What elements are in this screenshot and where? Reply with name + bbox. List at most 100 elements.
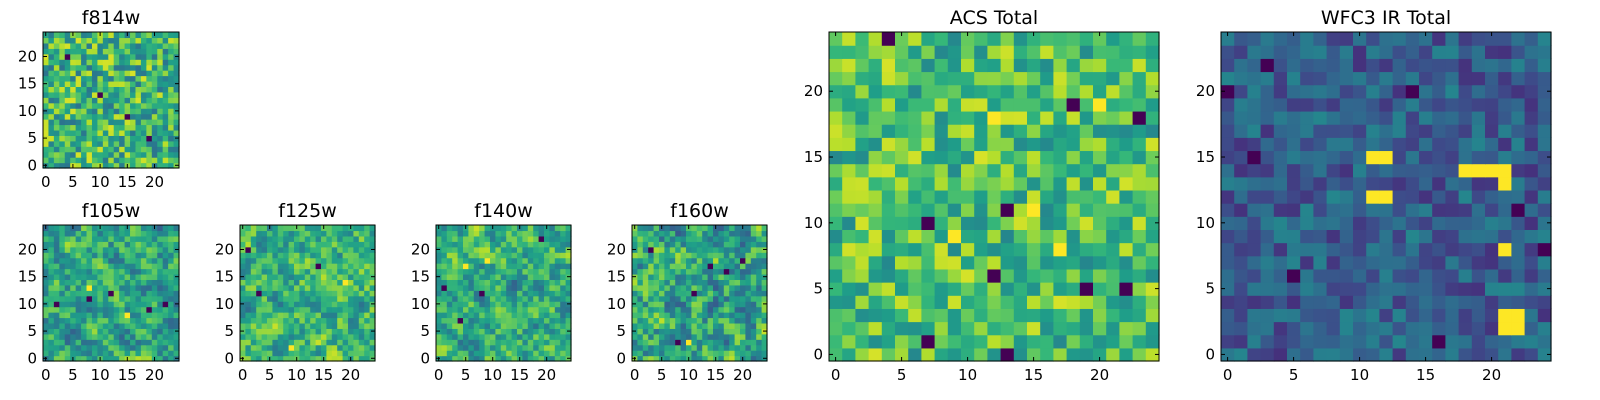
heatmap-cell [321,246,327,253]
heatmap-cell [560,350,567,357]
heatmap-cell [1379,347,1394,362]
heatmap-cell [146,146,153,153]
heatmap-cell [283,355,290,362]
heatmap-cell [522,322,529,329]
heatmap-cell [1300,124,1314,138]
heatmap-cell [283,333,290,340]
heatmap-cell [1013,321,1028,336]
heatmap-cell [495,306,502,313]
heatmap-cell [745,328,752,335]
heatmap-cell [533,344,540,351]
heatmap-cell [250,230,257,237]
heatmap-cell [506,317,513,324]
heatmap-cell [283,317,290,324]
heatmap-cell [102,32,109,39]
heatmap-cell [1132,242,1147,257]
x-tick-label: 5 [1289,366,1299,384]
heatmap-cell [452,350,459,357]
heatmap-cell [506,225,513,232]
heatmap-cell [64,350,71,357]
heatmap-cell [304,246,311,253]
heatmap-cell [119,273,126,280]
heatmap-cell [1537,229,1552,244]
heatmap-cell [560,273,567,280]
heatmap-cell [364,322,371,329]
heatmap-cell [506,241,513,248]
heatmap-cell [549,230,556,237]
heatmap-cell [740,312,746,319]
heatmap-cell [140,124,147,131]
heatmap-cell [162,257,169,264]
heatmap-cell [1498,150,1512,165]
heatmap-cell [1013,58,1028,73]
heatmap-cell [855,32,870,46]
heatmap-cell [1366,137,1380,152]
heatmap-cell [168,273,175,280]
heatmap-cell [250,290,257,297]
heatmap-cell [288,339,295,346]
heatmap-cell [538,279,545,286]
heatmap-cell [250,355,257,362]
heatmap-cell [707,301,714,308]
heatmap-cell [250,263,257,270]
heatmap-cell [331,317,338,324]
heatmap-cell [522,235,529,242]
heatmap-cell [756,339,763,346]
heatmap-cell [59,344,66,351]
heatmap-cell [315,284,322,291]
heatmap-cell [1405,189,1420,204]
heatmap-cell [436,350,442,357]
heatmap-cell [119,75,126,82]
heatmap-cell [446,257,453,264]
heatmap-cell [446,312,453,319]
heatmap-cell [97,48,104,55]
heatmap-cell [527,284,534,291]
heatmap-cell [648,344,655,351]
heatmap-cell [446,301,453,308]
heatmap-cell [1419,110,1433,125]
heatmap-cell [342,290,349,297]
heatmap-cell [86,322,93,329]
heatmap-cell [560,295,567,302]
heatmap-cell [364,241,371,248]
heatmap-cell [1106,45,1120,59]
heatmap-cell [48,162,55,169]
heatmap-cell [868,268,883,283]
heatmap-cell [146,344,153,351]
heatmap-cell [855,334,870,349]
heatmap-cell [283,344,290,351]
heatmap-cell [669,268,676,275]
heatmap-cell [642,279,649,286]
heatmap-cell [337,230,344,237]
heatmap-cell [64,32,71,39]
heatmap-cell [1511,150,1526,165]
heatmap-cell [1040,268,1054,283]
heatmap-cell [146,295,153,302]
heatmap-cell [1524,229,1539,244]
heatmap-cell [151,91,158,98]
heatmap-cell [707,225,714,232]
heatmap-cell [544,263,550,270]
heatmap-cell [468,279,475,286]
heatmap-cell [756,312,763,319]
heatmap-cell [908,229,922,244]
heatmap-cell [855,229,870,244]
heatmap-cell [506,322,513,329]
heatmap-cell [59,129,66,136]
heatmap-cell [162,124,169,131]
heatmap-cell [1000,321,1015,336]
heatmap-cell [1498,45,1512,59]
heatmap-cell [745,268,752,275]
heatmap-cell [908,255,922,270]
heatmap-cell [506,290,513,297]
heatmap-cell [1234,268,1248,283]
heatmap-cell [1221,255,1235,270]
heatmap-cell [1485,163,1499,178]
heatmap-cell [326,317,333,324]
heatmap-cell [162,140,169,147]
heatmap-cell [162,157,169,164]
heatmap-cell [881,84,896,99]
heatmap-cell [1458,150,1473,165]
heatmap-cell [463,312,469,319]
